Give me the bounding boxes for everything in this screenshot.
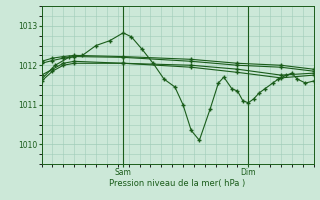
X-axis label: Pression niveau de la mer( hPa ): Pression niveau de la mer( hPa ) xyxy=(109,179,246,188)
